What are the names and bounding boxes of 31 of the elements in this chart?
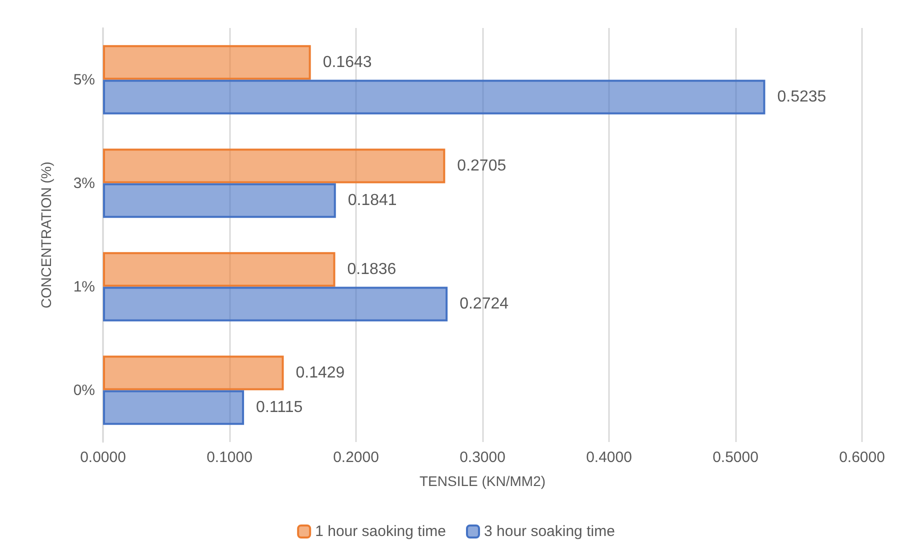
x-axis-title: TENSILE (KN/MM2) <box>419 473 546 489</box>
bar <box>103 183 336 218</box>
y-axis-title: CONCENTRATION (%) <box>38 162 54 308</box>
y-tick-label: 0% <box>73 382 95 399</box>
data-label: 0.1836 <box>347 260 396 278</box>
bar <box>103 148 446 184</box>
bar <box>103 356 284 390</box>
data-label: 0.1429 <box>296 364 345 382</box>
legend-label: 3 hour soaking time <box>484 523 615 540</box>
x-tick-label: 0.3000 <box>460 449 506 466</box>
x-tick-label: 0.6000 <box>839 449 885 466</box>
x-tick-label: 0.4000 <box>586 449 632 466</box>
x-tick-label: 0.5000 <box>712 449 758 466</box>
x-tick-label: 0.1000 <box>206 449 252 466</box>
legend-label: 1 hour saoking time <box>315 523 446 540</box>
y-tick-label: 3% <box>73 174 95 192</box>
data-label: 0.5235 <box>777 88 826 106</box>
bar <box>103 45 311 80</box>
bar <box>103 252 336 287</box>
x-tick-label: 0.2000 <box>333 449 379 466</box>
data-label: 0.2724 <box>460 296 509 313</box>
bar <box>103 286 448 322</box>
y-tick-label: 5% <box>73 71 95 88</box>
data-label: 0.2705 <box>457 157 506 174</box>
data-label: 0.1115 <box>256 399 303 416</box>
data-label: 0.1643 <box>322 54 372 71</box>
data-label: 0.1841 <box>348 192 397 210</box>
x-tick-label: 0.0000 <box>80 449 126 466</box>
y-tick-label: 1% <box>73 278 95 296</box>
bar <box>103 390 244 425</box>
bar <box>103 80 766 114</box>
